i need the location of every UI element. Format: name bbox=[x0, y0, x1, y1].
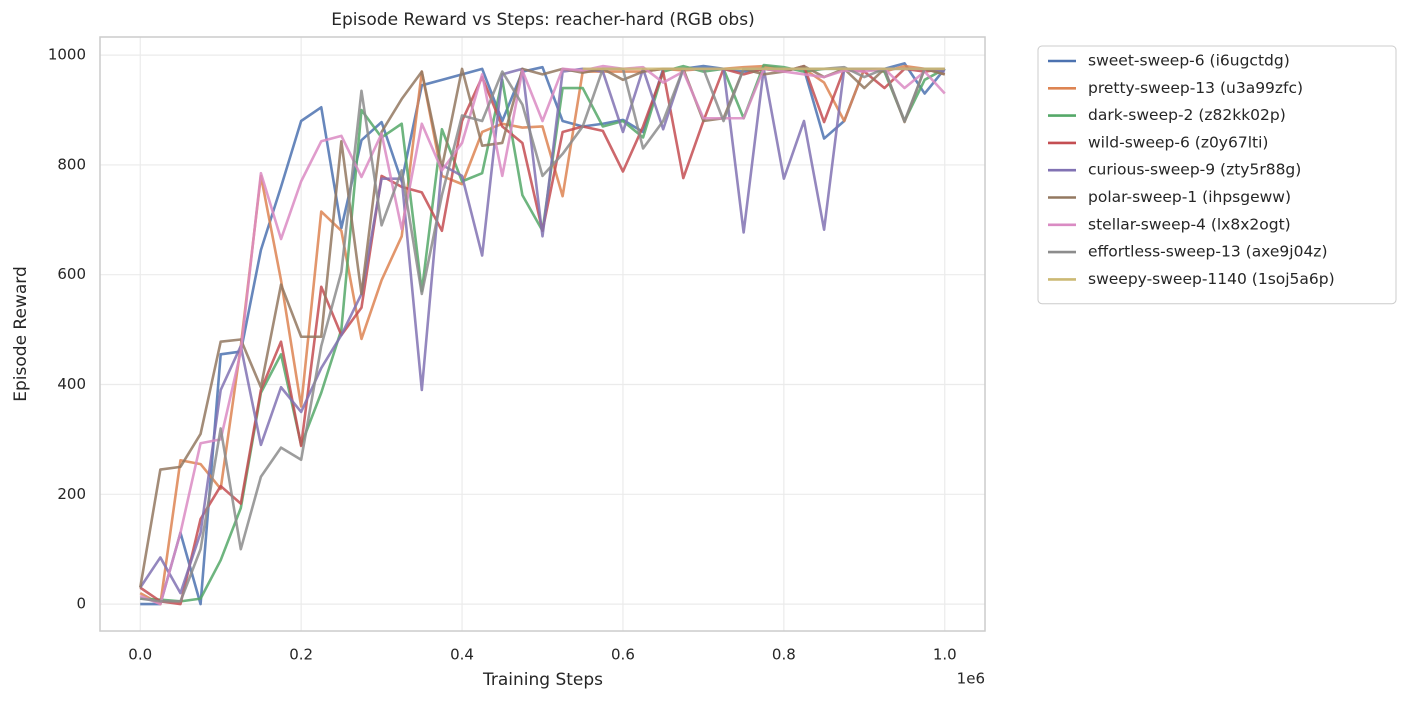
series-line bbox=[139, 64, 946, 606]
legend-label: dark-sweep-2 (z82kk02p) bbox=[1088, 106, 1286, 124]
x-tick-label: 0.6 bbox=[611, 646, 635, 664]
y-tick-label: 400 bbox=[57, 375, 86, 393]
legend-label: sweepy-sweep-1140 (1soj5a6p) bbox=[1088, 270, 1335, 288]
series-line bbox=[139, 64, 946, 606]
x-tick-label: 1.0 bbox=[933, 646, 957, 664]
x-tick-label: 0.2 bbox=[289, 646, 313, 664]
plot-frame bbox=[99, 36, 986, 632]
y-tick-label: 600 bbox=[57, 265, 86, 283]
x-tick-label: 0.8 bbox=[772, 646, 796, 664]
legend-label: curious-sweep-9 (zty5r88g) bbox=[1088, 161, 1301, 179]
x-tick-label: 0.4 bbox=[450, 646, 474, 664]
series-line bbox=[140, 62, 946, 606]
legend-label: stellar-sweep-4 (lx8x2ogt) bbox=[1088, 215, 1291, 233]
y-tick-label: 800 bbox=[57, 155, 86, 173]
y-tick-label: 200 bbox=[57, 485, 86, 503]
x-axis-label: Training Steps bbox=[482, 670, 603, 690]
y-tick-label: 0 bbox=[76, 595, 86, 613]
legend-label: polar-sweep-1 (ihpsgeww) bbox=[1088, 188, 1291, 206]
y-axis-label: Episode Reward bbox=[11, 266, 31, 401]
series-line bbox=[139, 67, 945, 595]
x-offset-label: 1e6 bbox=[957, 670, 985, 688]
legend-label: effortless-sweep-13 (axe9j04z) bbox=[1088, 243, 1328, 261]
legend-box bbox=[1037, 45, 1397, 305]
x-tick-label: 0.0 bbox=[128, 646, 152, 664]
chart-title: Episode Reward vs Steps: reacher-hard (R… bbox=[331, 10, 754, 30]
series-line bbox=[140, 63, 946, 603]
legend-label: sweet-sweep-6 (i6ugctdg) bbox=[1088, 52, 1290, 70]
series-line bbox=[138, 64, 946, 588]
series-line bbox=[140, 65, 945, 603]
legend-label: wild-sweep-6 (z0y67lti) bbox=[1088, 133, 1268, 151]
series-line bbox=[139, 64, 945, 606]
y-tick-label: 1000 bbox=[48, 46, 86, 64]
legend-label: pretty-sweep-13 (u3a99zfc) bbox=[1088, 79, 1303, 97]
